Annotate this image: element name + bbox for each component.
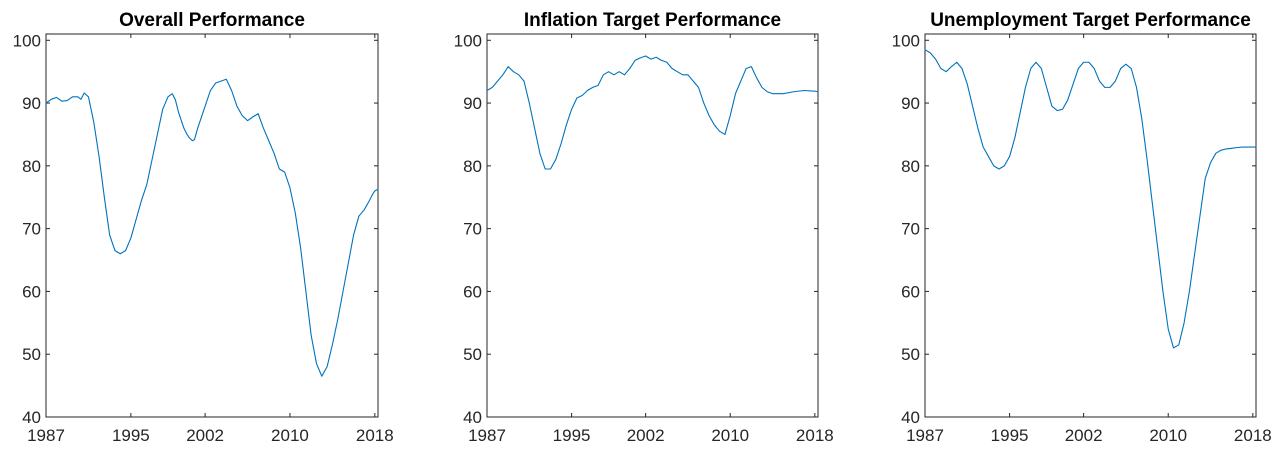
overall-performance-xtick-label: 2018 <box>356 426 394 445</box>
overall-performance-xtick-label: 2002 <box>186 426 224 445</box>
inflation-target-performance-xtick-label: 2018 <box>796 426 834 445</box>
inflation-target-performance-ytick-label: 80 <box>463 157 482 176</box>
inflation-target-performance-ytick-label: 90 <box>463 94 482 113</box>
unemployment-target-performance-axes-box <box>924 33 1257 418</box>
inflation-target-performance-title: Inflation Target Performance <box>524 10 781 31</box>
overall-performance-xtick-label: 1995 <box>112 426 150 445</box>
inflation-target-performance-chart: Inflation Target Performance 40 50 60 70 80 90… <box>454 10 834 445</box>
overall-performance-ytick-label: 40 <box>22 408 41 427</box>
inflation-target-performance-xtick-label: 2010 <box>711 426 749 445</box>
overall-performance-ytick-label: 90 <box>22 94 41 113</box>
overall-performance-ytick-label: 100 <box>13 31 41 50</box>
unemployment-target-performance-ytick-label: 40 <box>901 408 920 427</box>
overall-performance-ytick-label: 50 <box>22 345 41 364</box>
unemployment-target-performance-xtick-label: 2010 <box>1149 426 1187 445</box>
unemployment-target-performance-title: Unemployment Target Performance <box>930 10 1251 31</box>
overall-performance-ytick-label: 60 <box>22 282 41 301</box>
overall-performance-title: Overall Performance <box>119 10 305 31</box>
inflation-target-performance-ytick-label: 50 <box>463 345 482 364</box>
inflation-target-performance-xtick-label: 1995 <box>553 426 591 445</box>
unemployment-target-performance-ytick-label: 50 <box>901 345 920 364</box>
overall-performance-ytick-label: 80 <box>22 157 41 176</box>
unemployment-target-performance-xtick-label: 1995 <box>991 426 1029 445</box>
overall-performance-series-line <box>45 78 379 377</box>
unemployment-target-performance-xtick-label: 1987 <box>906 426 944 445</box>
inflation-target-performance-xtick-label: 1987 <box>468 426 506 445</box>
unemployment-target-performance-xtick-label: 2018 <box>1234 426 1272 445</box>
unemployment-target-performance-ytick-label: 100 <box>892 31 920 50</box>
inflation-target-performance-ytick-label: 100 <box>454 31 482 50</box>
inflation-target-performance-ytick-label: 60 <box>463 282 482 301</box>
inflation-target-performance-series-line <box>486 55 819 170</box>
overall-performance-xtick-label: 2010 <box>271 426 309 445</box>
overall-performance-xtick-label: 1987 <box>27 426 65 445</box>
unemployment-target-performance-series-line <box>924 49 1257 349</box>
overall-performance-ytick-label: 70 <box>22 220 41 239</box>
unemployment-target-performance-xtick-label: 2002 <box>1065 426 1103 445</box>
inflation-target-performance-ytick-label: 40 <box>463 408 482 427</box>
overall-performance-axes-box <box>45 33 379 418</box>
inflation-target-performance-ytick-label: 70 <box>463 220 482 239</box>
overall-performance-chart: Overall Performance 40 50 60 70 80 90 100 1987 19… <box>13 10 394 445</box>
inflation-target-performance-xtick-label: 2002 <box>627 426 665 445</box>
unemployment-target-performance-ytick-label: 60 <box>901 282 920 301</box>
unemployment-target-performance-ytick-label: 90 <box>901 94 920 113</box>
inflation-target-performance-axes-box <box>486 33 819 418</box>
unemployment-target-performance-ytick-label: 70 <box>901 220 920 239</box>
unemployment-target-performance-ytick-label: 80 <box>901 157 920 176</box>
unemployment-target-performance-chart: Unemployment Target Performance 40 50 60 70 8… <box>892 10 1272 445</box>
